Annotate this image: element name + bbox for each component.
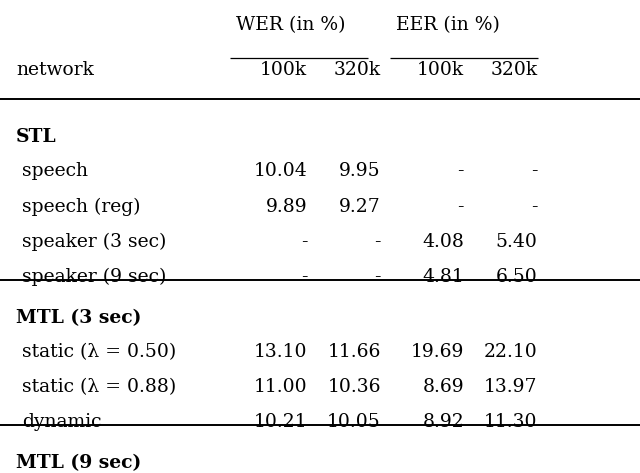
Text: static (λ = 0.88): static (λ = 0.88) [22,378,177,396]
Text: 13.10: 13.10 [253,343,307,361]
Text: WER (in %): WER (in %) [236,17,346,35]
Text: 10.21: 10.21 [253,413,307,431]
Text: speaker (3 sec): speaker (3 sec) [22,233,167,251]
Text: speech (reg): speech (reg) [22,198,141,216]
Text: 9.95: 9.95 [339,162,381,180]
Text: static (λ = 0.50): static (λ = 0.50) [22,343,177,361]
Text: MTL (3 sec): MTL (3 sec) [16,309,141,327]
Text: network: network [16,61,94,79]
Text: 320k: 320k [333,61,381,79]
Text: dynamic: dynamic [22,413,102,431]
Text: 4.08: 4.08 [422,233,464,251]
Text: 9.89: 9.89 [266,198,307,216]
Text: 10.36: 10.36 [327,378,381,396]
Text: 4.81: 4.81 [422,268,464,286]
Text: 100k: 100k [260,61,307,79]
Text: -: - [301,268,307,286]
Text: 320k: 320k [490,61,538,79]
Text: -: - [531,198,538,216]
Text: MTL (9 sec): MTL (9 sec) [16,454,141,472]
Text: EER (in %): EER (in %) [396,17,500,35]
Text: -: - [374,233,381,251]
Text: 11.66: 11.66 [328,343,381,361]
Text: -: - [374,268,381,286]
Text: 9.27: 9.27 [339,198,381,216]
Text: -: - [531,162,538,180]
Text: speaker (9 sec): speaker (9 sec) [22,268,167,286]
Text: 100k: 100k [417,61,464,79]
Text: 8.92: 8.92 [422,413,464,431]
Text: 11.30: 11.30 [484,413,538,431]
Text: 6.50: 6.50 [496,268,538,286]
Text: 5.40: 5.40 [496,233,538,251]
Text: 10.05: 10.05 [327,413,381,431]
Text: 19.69: 19.69 [411,343,464,361]
Text: 22.10: 22.10 [484,343,538,361]
Text: speech: speech [22,162,88,180]
Text: STL: STL [16,128,56,146]
Text: 13.97: 13.97 [484,378,538,396]
Text: 10.04: 10.04 [253,162,307,180]
Text: -: - [301,233,307,251]
Text: 8.69: 8.69 [422,378,464,396]
Text: -: - [458,162,464,180]
Text: 11.00: 11.00 [253,378,307,396]
Text: -: - [458,198,464,216]
